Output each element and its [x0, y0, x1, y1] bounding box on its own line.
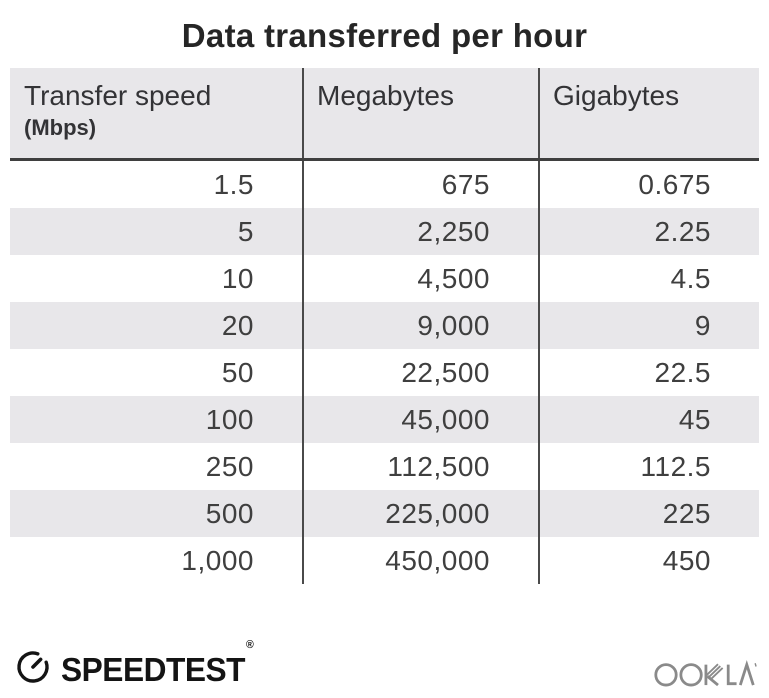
cell-megabytes: 2,250	[302, 208, 538, 255]
cell-megabytes: 45,000	[302, 396, 538, 443]
table-header: Transfer speed (Mbps) Megabytes Gigabyte…	[10, 68, 759, 161]
cell-megabytes: 22,500	[302, 349, 538, 396]
cell-gigabytes: 2.25	[538, 208, 759, 255]
table-row: 10 4,500 4.5	[10, 255, 759, 302]
registered-trademark-symbol: ®	[246, 638, 254, 651]
cell-gigabytes: 112.5	[538, 443, 759, 490]
cell-megabytes: 112,500	[302, 443, 538, 490]
cell-gigabytes: 45	[538, 396, 759, 443]
cell-transfer-speed: 100	[205, 404, 254, 435]
cell-transfer-speed: 5	[237, 216, 254, 247]
column-header-unit: (Mbps)	[24, 115, 97, 140]
cell-megabytes: 450,000	[302, 537, 538, 584]
ookla-logo: OOKLA	[653, 656, 757, 695]
table-body: 1.5 675 0.675 5 2,250 2.25 10 4,500 4.5 20 9,000 9 5…	[10, 161, 759, 584]
speedtest-logo: SPEEDTEST®	[14, 638, 260, 691]
cell-gigabytes: 225	[538, 490, 759, 537]
cell-transfer-speed: 10	[221, 263, 254, 294]
cell-megabytes: 225,000	[302, 490, 538, 537]
speedtest-gauge-icon	[14, 648, 52, 691]
column-header-label: Transfer speed	[24, 80, 212, 111]
cell-transfer-speed: 500	[205, 498, 254, 529]
table-row: 20 9,000 9	[10, 302, 759, 349]
cell-megabytes: 9,000	[302, 302, 538, 349]
table-row: 500 225,000 225	[10, 490, 759, 537]
column-header-megabytes: Megabytes	[302, 68, 538, 158]
page-title: Data transferred per hour	[181, 17, 588, 54]
table-row: 250 112,500 112.5	[10, 443, 759, 490]
cell-gigabytes: 450	[538, 537, 759, 584]
ookla-wordmark-icon	[654, 660, 757, 687]
cell-transfer-speed: 1,000	[181, 545, 254, 576]
speedtest-wordmark: SPEEDTEST®	[61, 638, 254, 688]
cell-transfer-speed: 250	[205, 451, 254, 482]
column-header-gigabytes: Gigabytes	[538, 68, 759, 158]
cell-gigabytes: 9	[538, 302, 759, 349]
cell-gigabytes: 4.5	[538, 255, 759, 302]
table-row: 50 22,500 22.5	[10, 349, 759, 396]
table-row: 100 45,000 45	[10, 396, 759, 443]
cell-gigabytes: 22.5	[538, 349, 759, 396]
cell-transfer-speed: 50	[221, 357, 254, 388]
footer: SPEEDTEST® OOKLA	[0, 638, 769, 698]
table-row: 1.5 675 0.675	[10, 161, 759, 208]
table-row: 5 2,250 2.25	[10, 208, 759, 255]
cell-megabytes: 4,500	[302, 255, 538, 302]
cell-transfer-speed: 1.5	[213, 169, 254, 200]
data-table: Transfer speed (Mbps) Megabytes Gigabyte…	[10, 68, 759, 584]
cell-megabytes: 675	[302, 161, 538, 208]
column-header-transfer-speed: Transfer speed (Mbps)	[10, 68, 302, 158]
table-row: 1,000 450,000 450	[10, 537, 759, 584]
cell-gigabytes: 0.675	[538, 161, 759, 208]
cell-transfer-speed: 20	[221, 310, 254, 341]
